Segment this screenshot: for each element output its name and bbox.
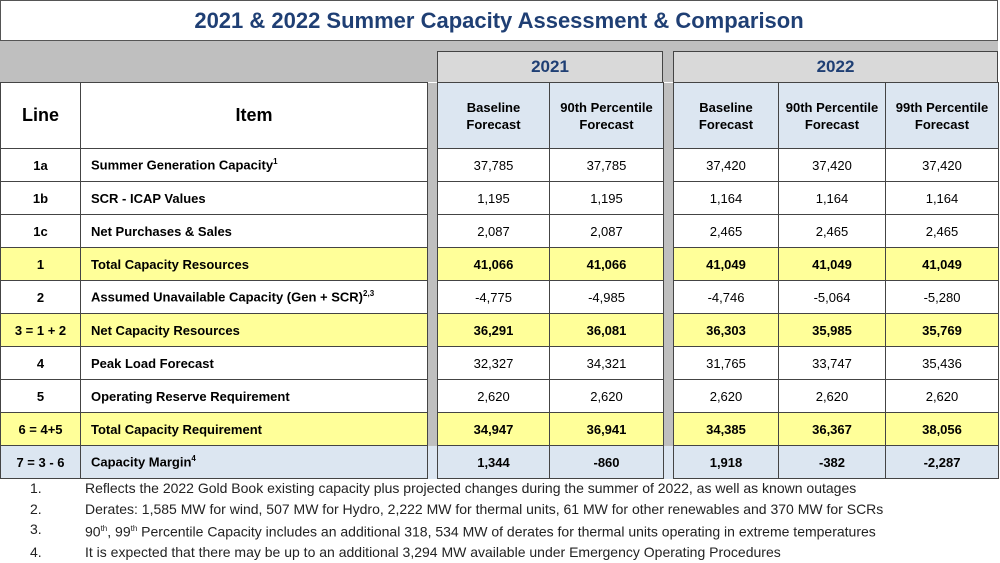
value-cell: 2,087 xyxy=(549,214,664,248)
value-cell: 35,985 xyxy=(778,313,886,347)
value-cell: 2,465 xyxy=(673,214,779,248)
column-header-line: Line xyxy=(0,82,81,149)
value-cell: -382 xyxy=(778,445,886,479)
value-cell: 1,164 xyxy=(673,181,779,215)
line-cell: 1a xyxy=(0,148,81,182)
value-cell: -2,287 xyxy=(885,445,999,479)
value-cell: -860 xyxy=(549,445,664,479)
value-cell: 37,785 xyxy=(549,148,664,182)
table-row: 2 Assumed Unavailable Capacity (Gen + SCR… xyxy=(0,280,999,314)
value-cell: 31,765 xyxy=(673,346,779,380)
value-cell: 35,436 xyxy=(885,346,999,380)
value-cell: 34,385 xyxy=(673,412,779,446)
item-cell: Summer Generation Capacity1 xyxy=(80,148,428,182)
value-cell: 36,081 xyxy=(549,313,664,347)
value-cell: -4,985 xyxy=(549,280,664,314)
table-row: 4 Peak Load Forecast 32,327 34,321 31,765 33,… xyxy=(0,346,999,380)
table-row: 1b SCR - ICAP Values 1,195 1,195 1,164 1,164 1… xyxy=(0,181,999,215)
value-cell: 2,087 xyxy=(437,214,550,248)
value-cell: 1,164 xyxy=(885,181,999,215)
line-cell: 1b xyxy=(0,181,81,215)
line-cell: 6 = 4+5 xyxy=(0,412,81,446)
line-cell: 4 xyxy=(0,346,81,380)
value-cell: 36,941 xyxy=(549,412,664,446)
value-cell: 38,056 xyxy=(885,412,999,446)
table-row: 7 = 3 - 6 Capacity Margin4 1,344 -860 1,918-… xyxy=(0,445,999,479)
value-cell: 41,066 xyxy=(549,247,664,281)
value-cell: 37,420 xyxy=(885,148,999,182)
value-cell: 41,049 xyxy=(885,247,999,281)
column-header: 90th Percentile Forecast xyxy=(778,82,886,149)
value-cell: 41,049 xyxy=(673,247,779,281)
footnote: 2. Derates: 1,585 MW for wind, 507 MW for… xyxy=(30,500,884,517)
value-cell: 37,420 xyxy=(778,148,886,182)
value-cell: 41,066 xyxy=(437,247,550,281)
value-cell: 1,195 xyxy=(437,181,550,215)
column-header: 90th Percentile Forecast xyxy=(549,82,664,149)
year-header-2021: 2021 xyxy=(437,51,663,82)
value-cell: 2,465 xyxy=(885,214,999,248)
item-cell: Total Capacity Requirement xyxy=(80,412,428,446)
value-cell: -5,280 xyxy=(885,280,999,314)
value-cell: 2,620 xyxy=(437,379,550,413)
footnotes: 1. Reflects the 2022 Gold Book existing c… xyxy=(30,478,883,563)
table-row: 6 = 4+5 Total Capacity Requirement 34,947 3… xyxy=(0,412,999,446)
line-cell: 7 = 3 - 6 xyxy=(0,445,81,479)
table-row: 1 Total Capacity Resources 41,066 41,066 41,… xyxy=(0,247,999,281)
item-cell: Operating Reserve Requirement xyxy=(80,379,428,413)
value-cell: 32,327 xyxy=(437,346,550,380)
table-row: 1c Net Purchases & Sales 2,087 2,087 2,465 2,… xyxy=(0,214,999,248)
value-cell: 34,947 xyxy=(437,412,550,446)
column-header: 99th Percentile Forecast xyxy=(885,82,999,149)
value-cell: 33,747 xyxy=(778,346,886,380)
column-header-item: Item xyxy=(80,82,428,149)
value-cell: 2,465 xyxy=(778,214,886,248)
capacity-table: Line Item Baseline Forecast 90th Percenti… xyxy=(0,82,999,479)
value-cell: 34,321 xyxy=(549,346,664,380)
column-header: Baseline Forecast xyxy=(673,82,779,149)
value-cell: 1,195 xyxy=(549,181,664,215)
value-cell: 37,785 xyxy=(437,148,550,182)
footnote: 1. Reflects the 2022 Gold Book existing c… xyxy=(30,480,857,496)
value-cell: 36,367 xyxy=(778,412,886,446)
item-cell: SCR - ICAP Values xyxy=(80,181,428,215)
item-cell: Total Capacity Resources xyxy=(80,247,428,281)
value-cell: 1,164 xyxy=(778,181,886,215)
item-cell: Assumed Unavailable Capacity (Gen + SCR)… xyxy=(80,280,428,314)
line-cell: 1 xyxy=(0,247,81,281)
line-cell: 5 xyxy=(0,379,81,413)
item-cell: Capacity Margin4 xyxy=(80,445,428,479)
value-cell: 1,344 xyxy=(437,445,550,479)
page-title: 2021 & 2022 Summer Capacity Assessment &… xyxy=(0,0,998,41)
value-cell: -5,064 xyxy=(778,280,886,314)
line-cell: 2 xyxy=(0,280,81,314)
line-cell: 3 = 1 + 2 xyxy=(0,313,81,347)
table-row: 5 Operating Reserve Requirement 2,620 2,620… xyxy=(0,379,999,413)
value-cell: -4,746 xyxy=(673,280,779,314)
value-cell: 36,291 xyxy=(437,313,550,347)
value-cell: -4,775 xyxy=(437,280,550,314)
value-cell: 2,620 xyxy=(885,379,999,413)
item-cell: Net Capacity Resources xyxy=(80,313,428,347)
item-cell: Peak Load Forecast xyxy=(80,346,428,380)
value-cell: 2,620 xyxy=(673,379,779,413)
footnote: 3. 90th, 99th Percentile Capacity include… xyxy=(30,521,876,540)
value-cell: 2,620 xyxy=(549,379,664,413)
value-cell: 41,049 xyxy=(778,247,886,281)
footnote: 4. It is expected that there may be up to… xyxy=(30,544,781,561)
value-cell: 1,918 xyxy=(673,445,779,479)
line-cell: 1c xyxy=(0,214,81,248)
table-row: 1a Summer Generation Capacity1 37,785 37,78… xyxy=(0,148,999,182)
value-cell: 36,303 xyxy=(673,313,779,347)
value-cell: 2,620 xyxy=(778,379,886,413)
value-cell: 37,420 xyxy=(673,148,779,182)
year-header-2022: 2022 xyxy=(673,51,998,82)
value-cell: 35,769 xyxy=(885,313,999,347)
table-row: 3 = 1 + 2 Net Capacity Resources 36,291 36,… xyxy=(0,313,999,347)
item-cell: Net Purchases & Sales xyxy=(80,214,428,248)
column-header: Baseline Forecast xyxy=(437,82,550,149)
